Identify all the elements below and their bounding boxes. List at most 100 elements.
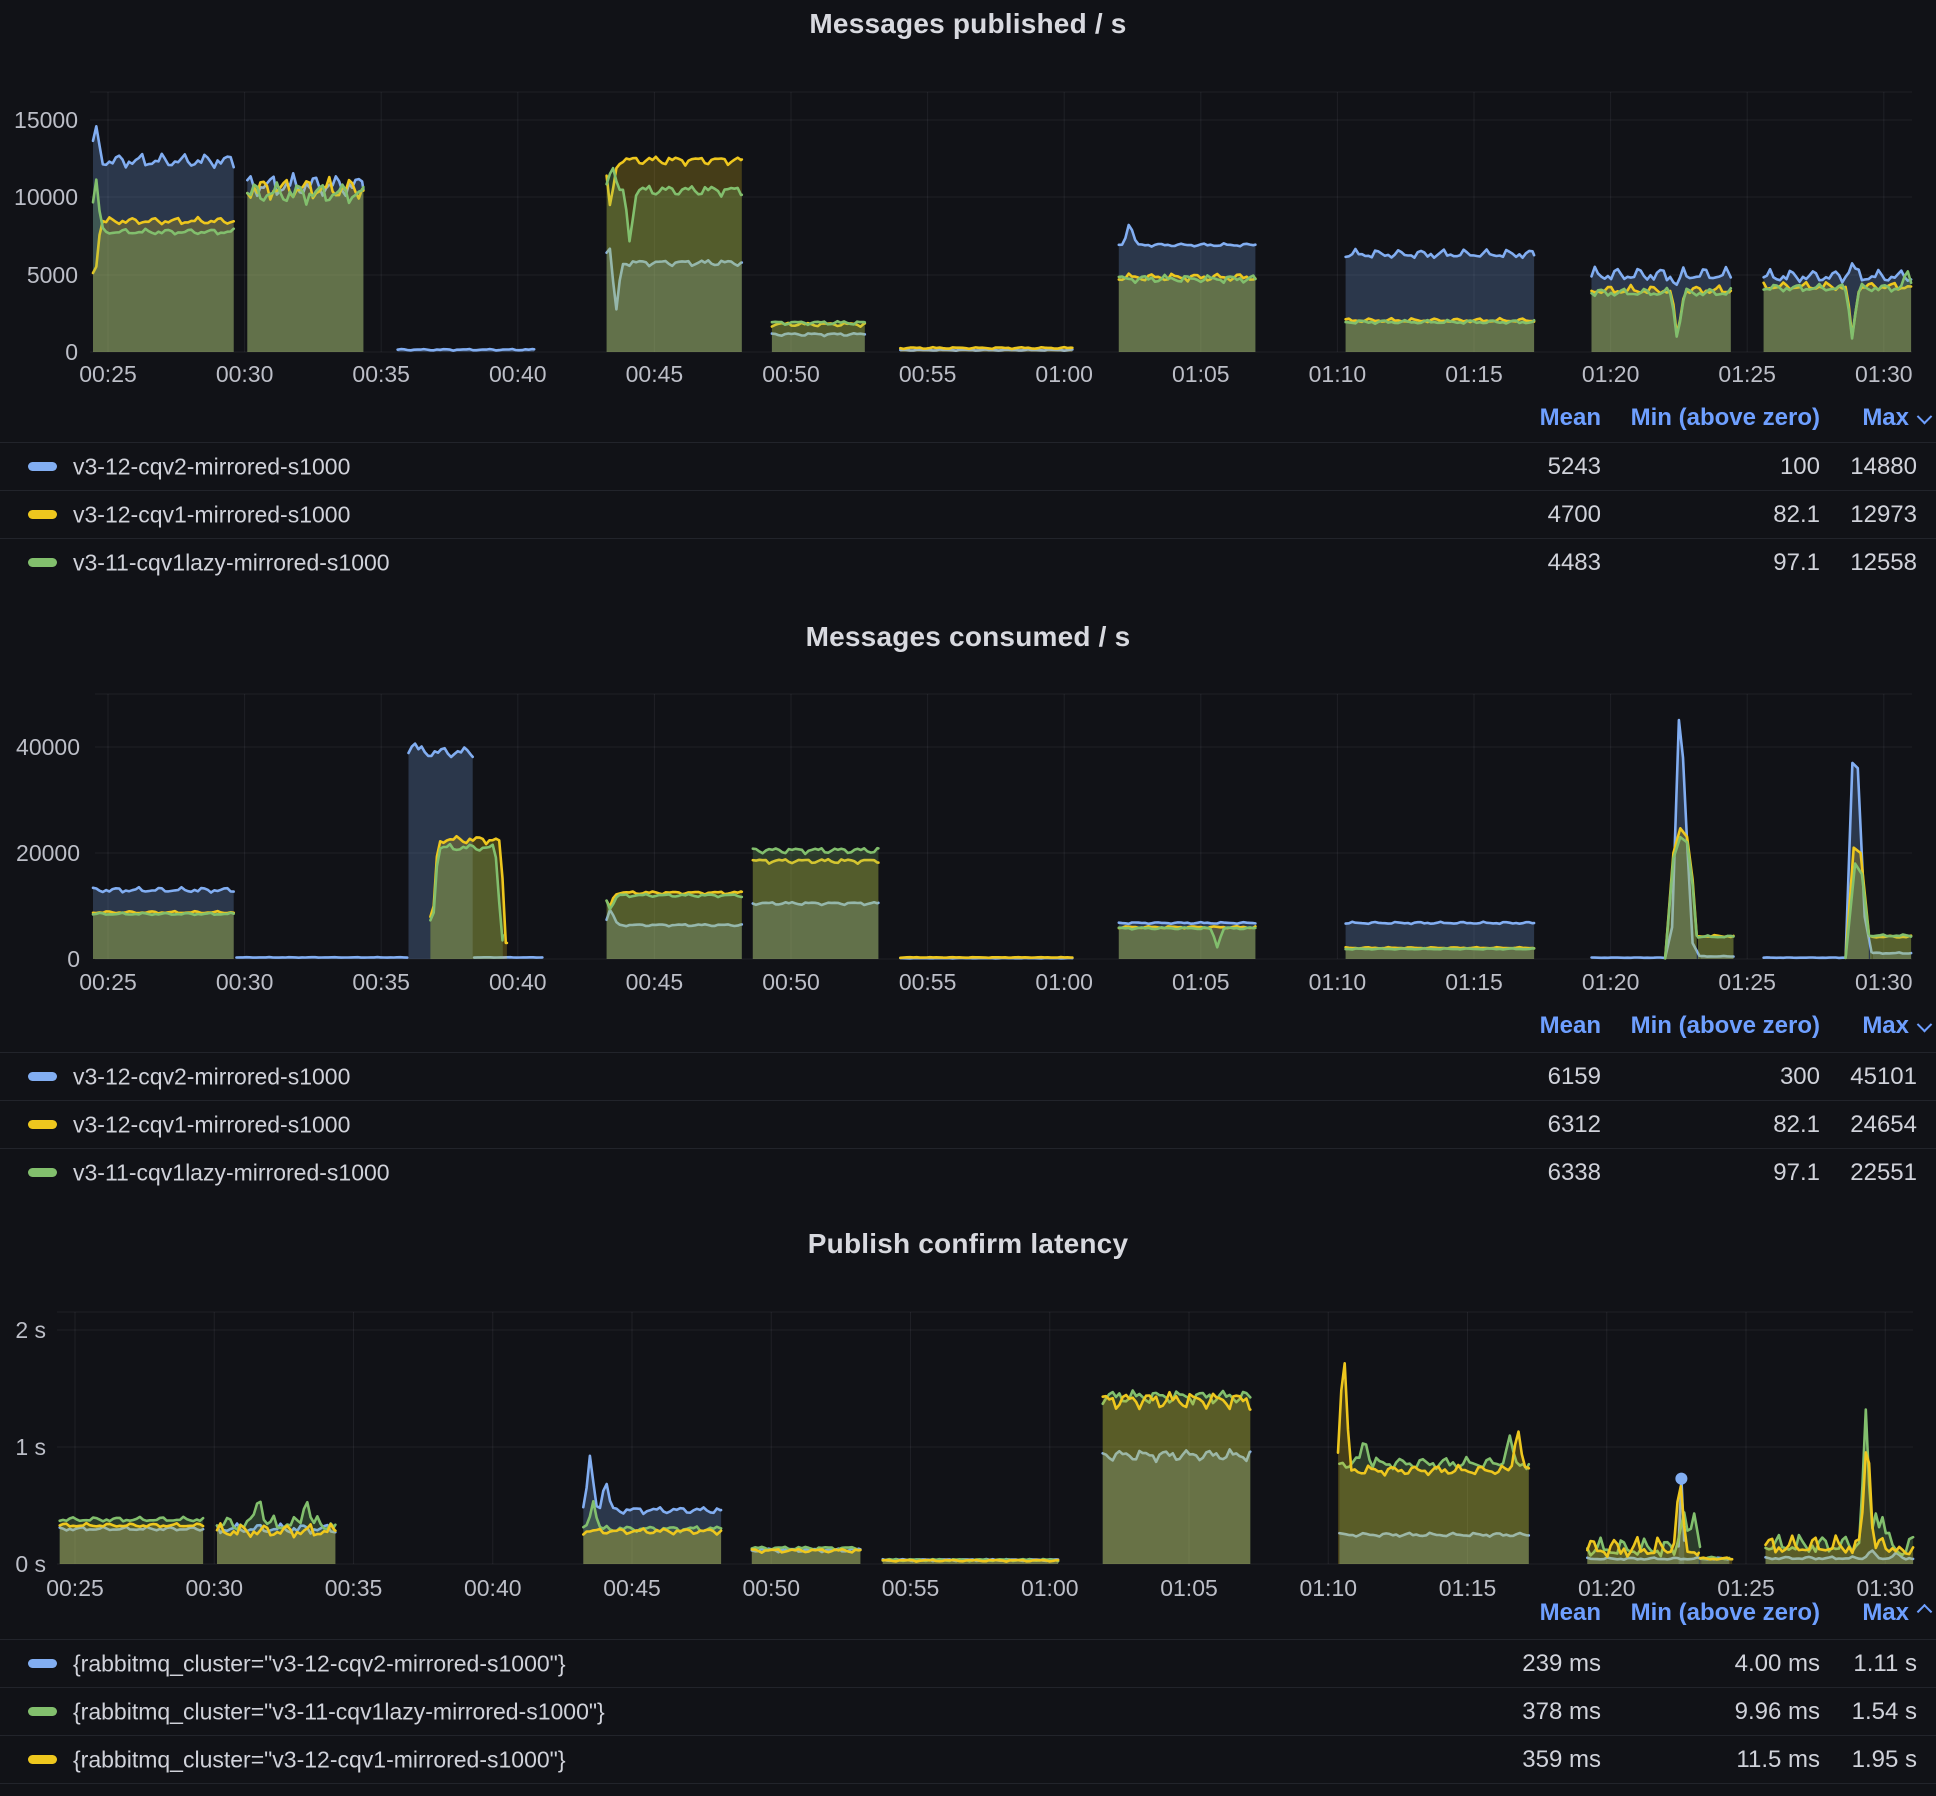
- series-area-blue: [1765, 1550, 1914, 1564]
- time-series-chart-canvas[interactable]: 0 s 1 s 2 s 00:25 00:30 00:35 00:40 00:45 00:50 0…: [0, 1198, 1936, 1796]
- series-area-blue: [771, 333, 865, 352]
- series-line-blue: [1338, 1531, 1531, 1538]
- legend-col-min[interactable]: Min (above zero): [1630, 404, 1820, 431]
- legend-row: v3-11-cqv1lazy-mirrored-s1000 6338 97.1 225…: [0, 1148, 1936, 1196]
- series-area-green: [430, 844, 503, 959]
- legend-value-min: 82.1: [1773, 500, 1820, 528]
- series-toggle-label[interactable]: v3-12-cqv2-mirrored-s1000: [73, 1063, 351, 1089]
- series-line-yellow: [582, 1527, 723, 1536]
- series-line-blue: [1699, 954, 1735, 958]
- series-area-yellow: [1765, 1452, 1914, 1564]
- legend-header: Mean Min (above zero) Max: [0, 1009, 1936, 1043]
- legend-value-min: 11.5 ms: [1736, 1745, 1820, 1773]
- series-area-yellow: [1763, 282, 1912, 352]
- series-line-blue: [770, 332, 867, 338]
- series-toggle-label[interactable]: v3-12-cqv1-mirrored-s1000: [73, 501, 351, 527]
- series-line-blue: [1764, 1549, 1915, 1561]
- legend-value-max: 1.95 s: [1851, 1745, 1917, 1773]
- series-area-green: [1591, 288, 1731, 352]
- series-color-swatch[interactable]: [28, 1168, 57, 1177]
- series-area-blue: [1345, 249, 1535, 352]
- series-area-blue: [1118, 922, 1256, 959]
- legend-value-mean: 4700: [1547, 500, 1601, 528]
- x-tick-label: 00:40: [489, 969, 547, 995]
- x-tick-label: 01:20: [1582, 361, 1640, 387]
- series-area-yellow: [1118, 273, 1256, 352]
- x-tick-label: 00:50: [762, 969, 820, 995]
- series-toggle-label[interactable]: v3-12-cqv1-mirrored-s1000: [73, 1111, 351, 1137]
- series-line-blue: [1101, 1448, 1252, 1464]
- panel-publish-confirm-latency: Publish confirm latency 0 s 1 s 2 s 00:25 00…: [0, 1198, 1936, 1796]
- series-area-yellow: [1102, 1392, 1251, 1564]
- y-tick-label: 10000: [14, 184, 78, 210]
- legend-col-mean[interactable]: Mean: [1539, 1599, 1601, 1626]
- legend-row: {rabbitmq_cluster="v3-11-cqv1lazy-mirror…: [0, 1687, 1936, 1735]
- time-series-chart-canvas[interactable]: 0 5000 10000 15000 00:25 00:30 00:35 00:40 00:45…: [0, 0, 1936, 599]
- legend-value-min: 97.1: [1773, 1158, 1820, 1186]
- series-area-green: [1870, 934, 1912, 959]
- y-tick-label: 0: [65, 339, 78, 365]
- series-color-swatch[interactable]: [28, 1755, 57, 1764]
- y-tick-label: 1 s: [15, 1434, 46, 1460]
- series-line-blue: [215, 1522, 337, 1535]
- x-tick-label: 01:10: [1309, 969, 1367, 995]
- panel-messages-consumed: Messages consumed / s 0 20000 40000 00:25 00…: [0, 599, 1936, 1198]
- panel-title[interactable]: Publish confirm latency: [807, 1228, 1129, 1259]
- series-area-green: [1118, 274, 1256, 352]
- legend-col-min[interactable]: Min (above zero): [1630, 1012, 1820, 1039]
- time-series-chart-canvas[interactable]: 0 20000 40000 00:25 00:30 00:35 00:40 00:45 00:5…: [0, 599, 1936, 1198]
- series-area-yellow: [93, 217, 234, 352]
- legend-col-max[interactable]: Max: [1862, 1596, 1933, 1630]
- series-area-green: [1102, 1390, 1251, 1564]
- sort-caret-icon: [1916, 1016, 1933, 1033]
- grid: [57, 1311, 1913, 1565]
- series-color-swatch[interactable]: [28, 1707, 57, 1716]
- x-tick-label: 00:40: [489, 361, 547, 387]
- x-tick-label: 00:45: [626, 969, 684, 995]
- series-color-swatch[interactable]: [28, 1072, 57, 1081]
- series-area-yellow: [583, 1528, 722, 1564]
- series-line-blue: [396, 347, 536, 352]
- legend-value-min: 82.1: [1773, 1110, 1820, 1138]
- x-tick-label: 00:50: [742, 1575, 800, 1601]
- x-tick-label: 01:30: [1855, 969, 1913, 995]
- series-line-green: [1590, 286, 1733, 338]
- series-area-yellow: [771, 322, 865, 352]
- legend-col-min[interactable]: Min (above zero): [1630, 1599, 1820, 1626]
- series-toggle-label[interactable]: {rabbitmq_cluster="v3-12-cqv1-mirrored-s…: [73, 1746, 566, 1772]
- series-line-blue: [1762, 262, 1913, 284]
- panel-title[interactable]: Messages consumed / s: [805, 621, 1131, 652]
- series-toggle-label[interactable]: v3-11-cqv1lazy-mirrored-s1000: [73, 549, 390, 575]
- series-line-green: [91, 911, 235, 917]
- series-line-green: [1696, 934, 1735, 939]
- series-area-blue: [606, 909, 742, 959]
- series-line-blue: [91, 125, 235, 169]
- panel-title[interactable]: Messages published / s: [809, 8, 1127, 39]
- series-line-yellow: [899, 955, 1074, 960]
- series-area-green: [1763, 271, 1912, 352]
- series-toggle-label[interactable]: v3-12-cqv2-mirrored-s1000: [73, 453, 351, 479]
- series-toggle-label[interactable]: {rabbitmq_cluster="v3-12-cqv2-mirrored-s…: [73, 1650, 566, 1676]
- series-color-swatch[interactable]: [28, 1659, 57, 1668]
- series-area-green: [606, 894, 742, 959]
- series-toggle-label[interactable]: {rabbitmq_cluster="v3-11-cqv1lazy-mirror…: [73, 1698, 605, 1724]
- series-color-swatch[interactable]: [28, 558, 57, 567]
- series-line-green: [429, 842, 505, 942]
- legend-value-max: 12558: [1850, 548, 1917, 576]
- series-area-blue: [1339, 1532, 1529, 1564]
- legend-col-mean[interactable]: Mean: [1539, 1012, 1601, 1039]
- series-area-green: [247, 182, 364, 352]
- legend-value-mean: 239 ms: [1522, 1649, 1601, 1677]
- legend-col-mean[interactable]: Mean: [1539, 404, 1601, 431]
- series-area-yellow: [59, 1523, 204, 1564]
- series-color-swatch[interactable]: [28, 1120, 57, 1129]
- series-area-blue: [1118, 225, 1256, 352]
- series-color-swatch[interactable]: [28, 462, 57, 471]
- x-tick-label: 00:25: [46, 1575, 104, 1601]
- legend-col-max[interactable]: Max: [1862, 401, 1933, 435]
- series-color-swatch[interactable]: [28, 510, 57, 519]
- series-toggle-label[interactable]: v3-11-cqv1lazy-mirrored-s1000: [73, 1159, 390, 1185]
- x-tick-label: 01:05: [1172, 969, 1230, 995]
- legend-col-max[interactable]: Max: [1862, 1009, 1933, 1043]
- legend-row: {rabbitmq_cluster="v3-12-cqv2-mirrored-s…: [0, 1639, 1936, 1687]
